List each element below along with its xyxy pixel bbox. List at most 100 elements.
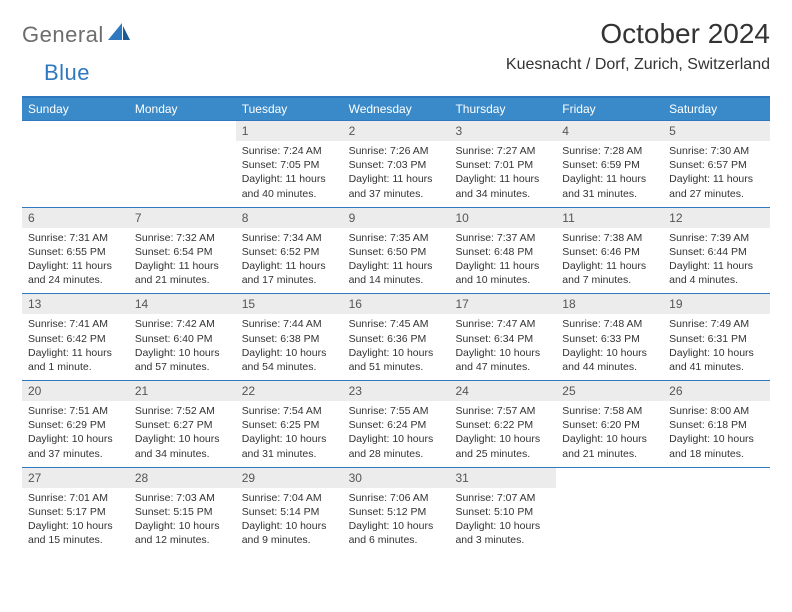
sunset-text: Sunset: 5:17 PM xyxy=(28,505,123,519)
day-number: 2 xyxy=(343,121,450,141)
sunrise-text: Sunrise: 7:57 AM xyxy=(455,404,550,418)
daylight-text: Daylight: 10 hours and 3 minutes. xyxy=(455,519,550,547)
logo: General xyxy=(22,22,134,48)
sunset-text: Sunset: 6:40 PM xyxy=(135,332,230,346)
title-block: October 2024 Kuesnacht / Dorf, Zurich, S… xyxy=(506,18,770,74)
sunset-text: Sunset: 5:10 PM xyxy=(455,505,550,519)
day-number: 23 xyxy=(343,381,450,401)
daylight-text: Daylight: 10 hours and 47 minutes. xyxy=(455,346,550,374)
day-cell: 10Sunrise: 7:37 AMSunset: 6:48 PMDayligh… xyxy=(449,208,556,294)
day-number: 29 xyxy=(236,468,343,488)
logo-text-blue: Blue xyxy=(44,60,90,86)
day-details: Sunrise: 7:55 AMSunset: 6:24 PMDaylight:… xyxy=(343,401,450,467)
daylight-text: Daylight: 10 hours and 54 minutes. xyxy=(242,346,337,374)
sunset-text: Sunset: 6:44 PM xyxy=(669,245,764,259)
day-number: 31 xyxy=(449,468,556,488)
day-cell: 26Sunrise: 8:00 AMSunset: 6:18 PMDayligh… xyxy=(663,381,770,467)
day-number: 7 xyxy=(129,208,236,228)
day-cell: 15Sunrise: 7:44 AMSunset: 6:38 PMDayligh… xyxy=(236,294,343,380)
sunrise-text: Sunrise: 7:07 AM xyxy=(455,491,550,505)
sunset-text: Sunset: 6:27 PM xyxy=(135,418,230,432)
week-row: 13Sunrise: 7:41 AMSunset: 6:42 PMDayligh… xyxy=(22,293,770,380)
sunrise-text: Sunrise: 7:44 AM xyxy=(242,317,337,331)
daylight-text: Daylight: 10 hours and 31 minutes. xyxy=(242,432,337,460)
day-cell xyxy=(663,468,770,554)
day-number: 6 xyxy=(22,208,129,228)
day-number: 25 xyxy=(556,381,663,401)
day-details: Sunrise: 7:54 AMSunset: 6:25 PMDaylight:… xyxy=(236,401,343,467)
daylight-text: Daylight: 11 hours and 34 minutes. xyxy=(455,172,550,200)
day-details: Sunrise: 7:07 AMSunset: 5:10 PMDaylight:… xyxy=(449,488,556,554)
sunrise-text: Sunrise: 7:58 AM xyxy=(562,404,657,418)
day-cell: 2 Sunrise: 7:26 AMSunset: 7:03 PMDaylight… xyxy=(343,121,450,207)
daylight-text: Daylight: 11 hours and 40 minutes. xyxy=(242,172,337,200)
dow-friday: Friday xyxy=(556,98,663,120)
day-details xyxy=(22,141,129,199)
sunset-text: Sunset: 6:50 PM xyxy=(349,245,444,259)
week-row: 6Sunrise: 7:31 AMSunset: 6:55 PMDaylight… xyxy=(22,207,770,294)
sunrise-text: Sunrise: 7:27 AM xyxy=(455,144,550,158)
daylight-text: Daylight: 10 hours and 57 minutes. xyxy=(135,346,230,374)
sunrise-text: Sunrise: 7:49 AM xyxy=(669,317,764,331)
location-subtitle: Kuesnacht / Dorf, Zurich, Switzerland xyxy=(506,56,770,74)
day-details: Sunrise: 8:00 AMSunset: 6:18 PMDaylight:… xyxy=(663,401,770,467)
day-details: Sunrise: 7:03 AMSunset: 5:15 PMDaylight:… xyxy=(129,488,236,554)
day-cell: 4Sunrise: 7:28 AMSunset: 6:59 PMDaylight… xyxy=(556,121,663,207)
sunset-text: Sunset: 7:03 PM xyxy=(349,158,444,172)
sunset-text: Sunset: 6:36 PM xyxy=(349,332,444,346)
day-details: Sunrise: 7:52 AMSunset: 6:27 PMDaylight:… xyxy=(129,401,236,467)
daylight-text: Daylight: 10 hours and 18 minutes. xyxy=(669,432,764,460)
day-cell: 22Sunrise: 7:54 AMSunset: 6:25 PMDayligh… xyxy=(236,381,343,467)
sunset-text: Sunset: 7:05 PM xyxy=(242,158,337,172)
month-title: October 2024 xyxy=(506,18,770,50)
sunset-text: Sunset: 6:20 PM xyxy=(562,418,657,432)
day-number: 3 xyxy=(449,121,556,141)
day-details: Sunrise: 7:28 AMSunset: 6:59 PMDaylight:… xyxy=(556,141,663,207)
day-number xyxy=(129,121,236,141)
daylight-text: Daylight: 11 hours and 10 minutes. xyxy=(455,259,550,287)
day-cell: 30Sunrise: 7:06 AMSunset: 5:12 PMDayligh… xyxy=(343,468,450,554)
sunrise-text: Sunrise: 7:31 AM xyxy=(28,231,123,245)
day-details: Sunrise: 7:37 AMSunset: 6:48 PMDaylight:… xyxy=(449,228,556,294)
sunrise-text: Sunrise: 7:26 AM xyxy=(349,144,444,158)
daylight-text: Daylight: 10 hours and 25 minutes. xyxy=(455,432,550,460)
sunrise-text: Sunrise: 7:01 AM xyxy=(28,491,123,505)
sunrise-text: Sunrise: 7:45 AM xyxy=(349,317,444,331)
sunrise-text: Sunrise: 7:41 AM xyxy=(28,317,123,331)
day-details: Sunrise: 7:57 AMSunset: 6:22 PMDaylight:… xyxy=(449,401,556,467)
sunset-text: Sunset: 6:25 PM xyxy=(242,418,337,432)
daylight-text: Daylight: 10 hours and 21 minutes. xyxy=(562,432,657,460)
day-details: Sunrise: 7:47 AMSunset: 6:34 PMDaylight:… xyxy=(449,314,556,380)
daylight-text: Daylight: 11 hours and 37 minutes. xyxy=(349,172,444,200)
daylight-text: Daylight: 10 hours and 51 minutes. xyxy=(349,346,444,374)
day-cell: 23Sunrise: 7:55 AMSunset: 6:24 PMDayligh… xyxy=(343,381,450,467)
day-details: Sunrise: 7:58 AMSunset: 6:20 PMDaylight:… xyxy=(556,401,663,467)
daylight-text: Daylight: 11 hours and 4 minutes. xyxy=(669,259,764,287)
sunrise-text: Sunrise: 7:24 AM xyxy=(242,144,337,158)
day-cell: 14Sunrise: 7:42 AMSunset: 6:40 PMDayligh… xyxy=(129,294,236,380)
day-number: 24 xyxy=(449,381,556,401)
day-cell: 25Sunrise: 7:58 AMSunset: 6:20 PMDayligh… xyxy=(556,381,663,467)
week-row: 20Sunrise: 7:51 AMSunset: 6:29 PMDayligh… xyxy=(22,380,770,467)
day-cell: 21Sunrise: 7:52 AMSunset: 6:27 PMDayligh… xyxy=(129,381,236,467)
logo-text-general: General xyxy=(22,22,104,48)
day-number: 27 xyxy=(22,468,129,488)
sunset-text: Sunset: 6:22 PM xyxy=(455,418,550,432)
day-number xyxy=(556,468,663,488)
daylight-text: Daylight: 10 hours and 12 minutes. xyxy=(135,519,230,547)
day-cell: 29Sunrise: 7:04 AMSunset: 5:14 PMDayligh… xyxy=(236,468,343,554)
day-details: Sunrise: 7:49 AMSunset: 6:31 PMDaylight:… xyxy=(663,314,770,380)
sunset-text: Sunset: 6:29 PM xyxy=(28,418,123,432)
dow-wednesday: Wednesday xyxy=(343,98,450,120)
daylight-text: Daylight: 11 hours and 24 minutes. xyxy=(28,259,123,287)
sunset-text: Sunset: 6:31 PM xyxy=(669,332,764,346)
day-number xyxy=(663,468,770,488)
day-cell: 20Sunrise: 7:51 AMSunset: 6:29 PMDayligh… xyxy=(22,381,129,467)
daylight-text: Daylight: 10 hours and 44 minutes. xyxy=(562,346,657,374)
day-number: 20 xyxy=(22,381,129,401)
sunset-text: Sunset: 6:33 PM xyxy=(562,332,657,346)
day-cell: 31Sunrise: 7:07 AMSunset: 5:10 PMDayligh… xyxy=(449,468,556,554)
day-cell: 12Sunrise: 7:39 AMSunset: 6:44 PMDayligh… xyxy=(663,208,770,294)
day-details: Sunrise: 7:41 AMSunset: 6:42 PMDaylight:… xyxy=(22,314,129,380)
dow-monday: Monday xyxy=(129,98,236,120)
